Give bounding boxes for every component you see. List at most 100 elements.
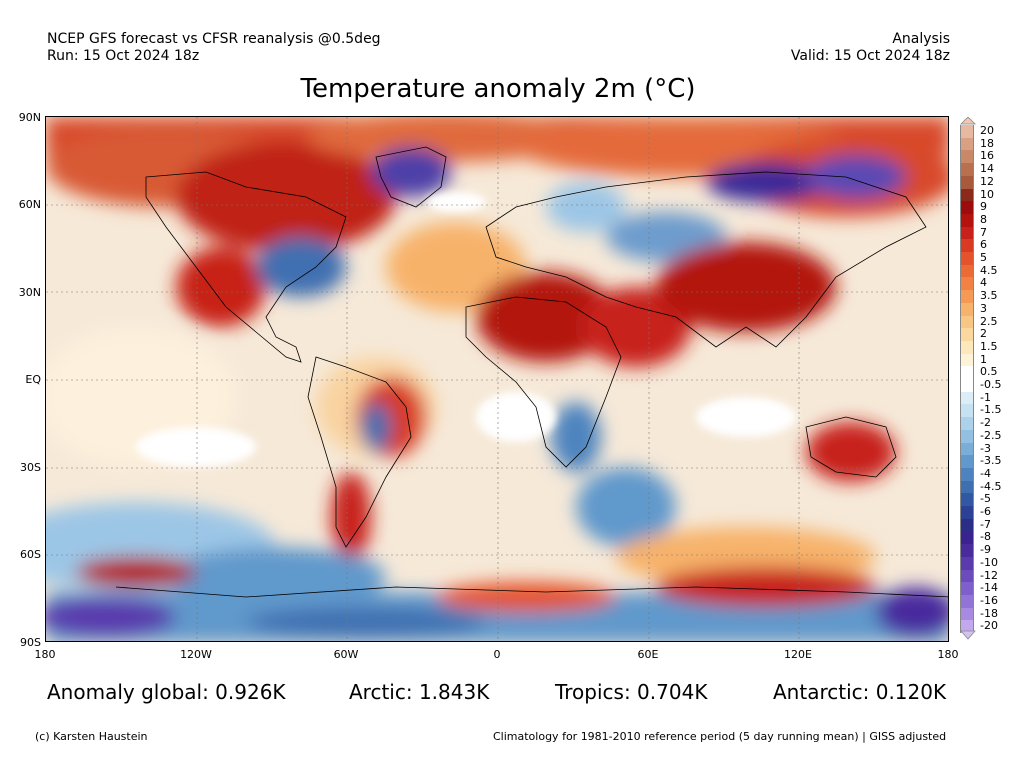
colorbar-swatch [960, 594, 974, 609]
colorbar-swatch [960, 213, 974, 228]
graticule [46, 117, 948, 641]
colorbar-tick-label: -3 [980, 441, 991, 455]
lon-label-120e: 120E [784, 648, 812, 661]
colorbar-tick-label: -5 [980, 492, 991, 506]
colorbar-swatch [960, 226, 974, 240]
stat-antarctic: Antarctic: 0.120K [773, 680, 947, 704]
colorbar-tick-label: -6 [980, 505, 991, 518]
colorbar-tick-label: 1 [980, 352, 987, 366]
colorbar-tick-label: 5 [980, 251, 987, 264]
colorbar-tick-label: -20 [980, 619, 998, 633]
colorbar-swatch [960, 404, 974, 418]
lat-label-30s: 30S [20, 461, 41, 474]
colorbar-swatch [960, 188, 974, 202]
colorbar-tick-label: -1.5 [980, 403, 1002, 417]
climatology-note: Climatology for 1981-2010 reference peri… [493, 730, 947, 743]
colorbar-swatch [960, 252, 974, 266]
colorbar-tick-label: -2.5 [980, 428, 1002, 442]
colorbar-tick-label: 6 [980, 238, 987, 252]
colorbar-swatch [960, 125, 974, 139]
colorbar-swatch [960, 391, 974, 405]
colorbar-tick-label: -1 [980, 390, 991, 404]
colorbar-swatch [960, 506, 974, 520]
colorbar-swatch [960, 518, 974, 532]
colorbar-swatch [960, 556, 974, 570]
coastlines [115, 146, 948, 598]
colorbar-tick-label: 7 [980, 225, 987, 239]
colorbar-tick-label: 1.5 [980, 339, 998, 353]
colorbar-swatch [960, 493, 974, 507]
colorbar-swatch [960, 302, 974, 316]
lon-label-0: 0 [493, 648, 501, 661]
colorbar-swatch [960, 531, 974, 545]
lon-label-60w: 60W [333, 648, 359, 661]
colorbar-tick-label: -4.5 [980, 479, 1002, 493]
colorbar-tick-label: 8 [980, 212, 987, 226]
temperature-anomaly-map [45, 116, 949, 642]
lat-label-60s: 60S [20, 548, 41, 561]
colorbar-tick-label: 9 [980, 200, 987, 214]
colorbar-swatch [960, 544, 974, 558]
colorbar-tick-label: -7 [980, 517, 991, 531]
colorbar-swatch [960, 480, 974, 494]
colorbar-tick-label: -4 [980, 466, 991, 480]
colorbar-tick-label: -2 [980, 416, 991, 430]
colorbar-tick-label: 12 [980, 174, 994, 188]
lat-label-90s: 90S [20, 636, 41, 649]
colorbar-tick-label: 10 [980, 187, 994, 201]
colorbar-swatch [960, 277, 974, 291]
credit: (c) Karsten Haustein [35, 730, 148, 743]
colorbar-swatch [960, 569, 974, 583]
colorbar-swatch [960, 353, 974, 367]
anomaly-field [46, 117, 948, 641]
map-title: Temperature anomaly 2m (°C) [300, 74, 696, 104]
colorbar-swatch [960, 137, 974, 151]
lon-label-60e: 60E [637, 648, 659, 661]
lat-label-eq: EQ [25, 373, 41, 386]
colorbar-tick-label: 2.5 [980, 314, 998, 328]
run-time: Run: 15 Oct 2024 18z [47, 48, 200, 64]
colorbar-tick-label: -9 [980, 543, 991, 557]
lat-label-90n: 90N [18, 111, 41, 124]
colorbar-swatch [960, 582, 974, 596]
colorbar-tick-label: 3.5 [980, 289, 998, 303]
colorbar-swatch [960, 150, 974, 164]
model-description: NCEP GFS forecast vs CFSR reanalysis @0.… [47, 31, 381, 47]
colorbar-tick-label: 16 [980, 149, 994, 163]
colorbar-tick-label: -14 [980, 581, 998, 595]
colorbar-tick-label: -8 [980, 530, 991, 544]
lat-label-60n: 60N [18, 198, 41, 211]
colorbar-swatch [960, 455, 974, 469]
colorbar-top-arrow [960, 117, 976, 125]
lon-label-120w: 120W [180, 648, 212, 661]
colorbar-swatch [960, 417, 974, 431]
colorbar-tick-label: 2 [980, 327, 987, 341]
lat-label-30n: 30N [18, 286, 41, 299]
colorbar-swatch [960, 163, 974, 177]
colorbar-swatch [960, 290, 974, 304]
colorbar-swatch [960, 340, 974, 355]
colorbar-swatch [960, 366, 974, 380]
stat-global: Anomaly global: 0.926K [47, 680, 286, 704]
analysis-label: Analysis [892, 31, 950, 47]
colorbar-tick-label: -16 [980, 593, 998, 607]
valid-time: Valid: 15 Oct 2024 18z [790, 48, 950, 64]
colorbar-swatch [960, 201, 974, 215]
colorbar-swatch [960, 620, 974, 634]
lon-label-180w: 180 [34, 648, 56, 661]
colorbar-tick-label: 0.5 [980, 365, 998, 379]
colorbar-swatch [960, 429, 974, 443]
colorbar-tick-label: -12 [980, 568, 998, 582]
colorbar-swatch [960, 379, 974, 393]
colorbar-tick-label: -10 [980, 555, 998, 569]
colorbar-swatch [960, 315, 974, 329]
colorbar-swatch [960, 328, 974, 342]
stat-arctic: Arctic: 1.843K [349, 680, 490, 704]
colorbar-tick-label: -0.5 [980, 378, 1002, 391]
colorbar-swatch [960, 442, 974, 456]
colorbar-swatch [960, 175, 974, 189]
colorbar-tick-label: -3.5 [980, 454, 1002, 468]
colorbar-tick-label: 18 [980, 136, 994, 150]
colorbar-tick-label: 14 [980, 162, 994, 176]
colorbar-swatch [960, 239, 974, 253]
